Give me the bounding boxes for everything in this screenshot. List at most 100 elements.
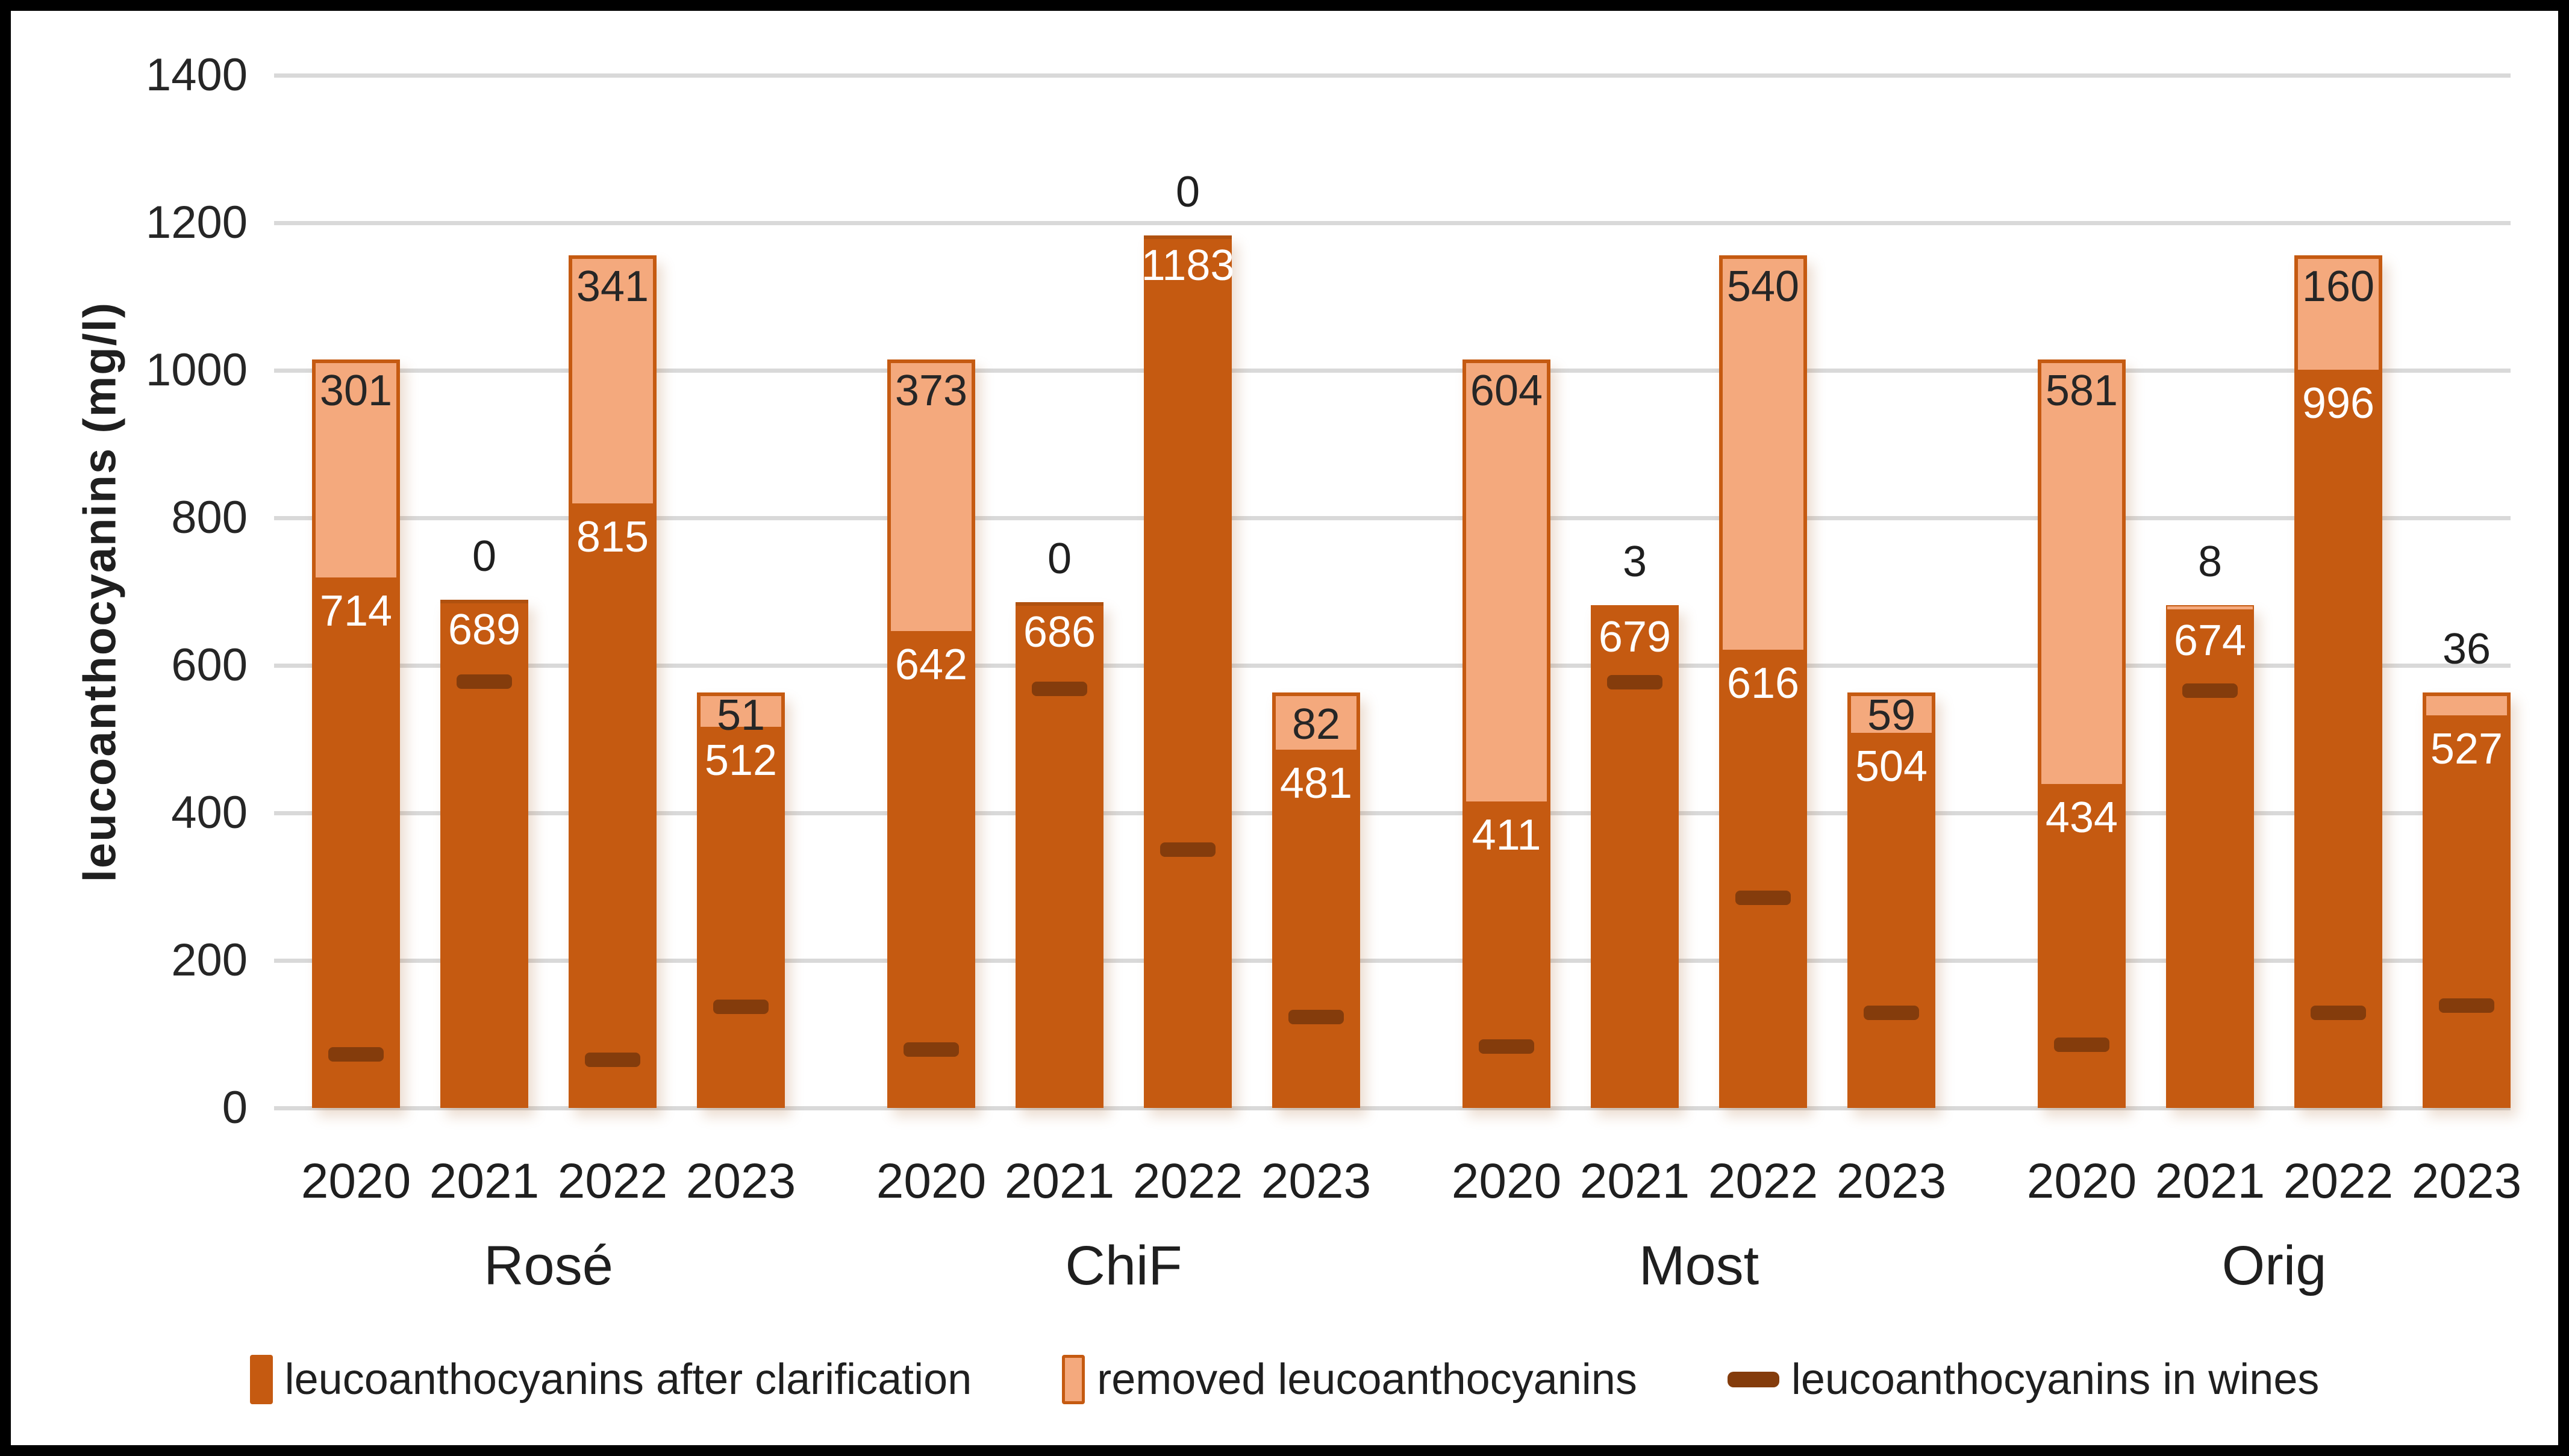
bar-ChiF-2020 [887, 359, 975, 1108]
segment-removed [2038, 359, 2126, 788]
value-label-after-clarification: 815 [576, 512, 649, 561]
gridline-y-400 [274, 811, 2511, 815]
bar-Rosé-2020 [312, 359, 400, 1108]
value-label-removed: 51 [716, 691, 766, 740]
gridline-y-0 [274, 1106, 2511, 1110]
value-label-removed: 82 [1291, 700, 1341, 748]
y-tick-label: 200 [171, 935, 248, 986]
dash-marker-in-wines [1032, 682, 1087, 697]
y-tick-label: 0 [222, 1082, 248, 1133]
legend: leucoanthocyanins after clarification re… [11, 1355, 2558, 1404]
segment-removed [1719, 255, 1807, 654]
dash-marker-in-wines [904, 1042, 959, 1057]
value-label-after-clarification: 1183 [1141, 241, 1235, 290]
value-label-removed: 581 [2045, 366, 2118, 415]
value-label-removed: 301 [319, 366, 393, 415]
legend-label: leucoanthocyanins in wines [1791, 1355, 2320, 1404]
segment-removed [1591, 605, 1679, 608]
x-tick-label-year: 2023 [1261, 1154, 1372, 1209]
dash-marker-in-wines [328, 1047, 384, 1062]
x-tick-label-year: 2020 [2026, 1154, 2137, 1209]
segment-removed [312, 359, 400, 582]
x-tick-label-year: 2021 [1004, 1154, 1115, 1209]
value-label-after-clarification: 512 [704, 736, 778, 785]
segment-after-clarification [1016, 602, 1103, 1108]
x-tick-label-year: 2020 [1451, 1154, 1562, 1209]
y-tick-label: 1000 [145, 344, 248, 396]
value-label-removed: 604 [1470, 366, 1543, 415]
y-tick-label: 800 [171, 492, 248, 543]
bar-Orig-2020 [2038, 359, 2126, 1108]
bar-Most-2023 [1847, 692, 1935, 1108]
dash-marker-in-wines [2439, 998, 2494, 1013]
value-label-removed: 59 [1867, 691, 1916, 740]
value-label-after-clarification: 714 [319, 587, 393, 636]
bar-Most-2020 [1462, 359, 1550, 1108]
gridline-y-1200 [274, 221, 2511, 225]
legend-swatch-dash-icon [1727, 1372, 1779, 1387]
bar-Most-2022 [1719, 255, 1807, 1108]
gridline-y-1000 [274, 369, 2511, 373]
bar-ChiF-2022 [1144, 235, 1232, 1108]
value-label-after-clarification: 679 [1598, 613, 1672, 662]
dash-marker-in-wines [2182, 683, 2238, 698]
gridline-y-600 [274, 664, 2511, 668]
value-label-removed-outside: 0 [1047, 534, 1072, 583]
value-label-after-clarification: 434 [2045, 794, 2118, 842]
legend-label: leucoanthocyanins after clarification [284, 1355, 972, 1404]
bar-Orig-2023 [2423, 692, 2511, 1108]
bar-Rosé-2022 [569, 255, 657, 1108]
bar-Most-2021 [1591, 605, 1679, 1108]
x-tick-label-year: 2020 [301, 1154, 411, 1209]
value-label-after-clarification: 481 [1279, 759, 1353, 807]
value-label-removed: 160 [2302, 262, 2375, 311]
dash-marker-in-wines [1864, 1005, 1919, 1020]
bar-Orig-2022 [2294, 255, 2382, 1108]
y-tick-label: 600 [171, 639, 248, 691]
x-tick-label-year: 2023 [685, 1154, 796, 1209]
x-group-label: Orig [2221, 1235, 2327, 1296]
segment-after-clarification [1462, 804, 1550, 1108]
value-label-after-clarification: 996 [2302, 379, 2375, 428]
x-tick-label-year: 2022 [2283, 1154, 2394, 1209]
segment-after-clarification [569, 506, 657, 1108]
gridline-y-1400 [274, 73, 2511, 78]
dash-marker-in-wines [1479, 1039, 1534, 1054]
segment-removed [2166, 605, 2254, 611]
dash-marker-in-wines [585, 1053, 640, 1068]
segment-after-clarification [312, 581, 400, 1108]
dash-marker-in-wines [1735, 890, 1791, 905]
x-tick-label-year: 2021 [1579, 1154, 1690, 1209]
segment-after-clarification [887, 634, 975, 1108]
value-label-removed: 540 [1726, 262, 1800, 311]
value-label-removed-outside: 36 [2442, 625, 2491, 674]
y-tick-label: 1400 [145, 49, 248, 101]
x-tick-label-year: 2021 [429, 1154, 540, 1209]
x-tick-label-year: 2023 [1836, 1154, 1947, 1209]
segment-after-clarification [2038, 788, 2126, 1108]
legend-entry-removed: removed leucoanthocyanins [1062, 1355, 1637, 1404]
legend-label: removed leucoanthocyanins [1097, 1355, 1637, 1404]
segment-after-clarification [1144, 235, 1232, 1108]
gridline-y-200 [274, 959, 2511, 963]
value-label-after-clarification: 616 [1726, 659, 1800, 708]
dash-marker-in-wines [1160, 842, 1216, 857]
value-label-removed: 341 [576, 262, 649, 311]
dash-marker-in-wines [2054, 1037, 2109, 1052]
value-label-after-clarification: 527 [2430, 725, 2503, 774]
x-tick-label-year: 2021 [2155, 1154, 2265, 1209]
dash-marker-in-wines [713, 1000, 769, 1015]
segment-removed [2294, 255, 2382, 373]
value-label-removed-outside: 0 [472, 532, 497, 580]
value-label-after-clarification: 686 [1023, 608, 1096, 656]
value-label-after-clarification: 689 [448, 605, 521, 654]
bar-ChiF-2023 [1272, 692, 1360, 1108]
segment-after-clarification [2423, 719, 2511, 1108]
value-label-after-clarification: 642 [894, 640, 968, 689]
dash-marker-in-wines [457, 674, 512, 689]
y-axis-title: leucoanthocyanins (mg/l) [74, 301, 126, 883]
y-tick-label: 400 [171, 787, 248, 838]
x-tick-label-year: 2022 [1132, 1154, 1243, 1209]
bar-ChiF-2021 [1016, 602, 1103, 1108]
